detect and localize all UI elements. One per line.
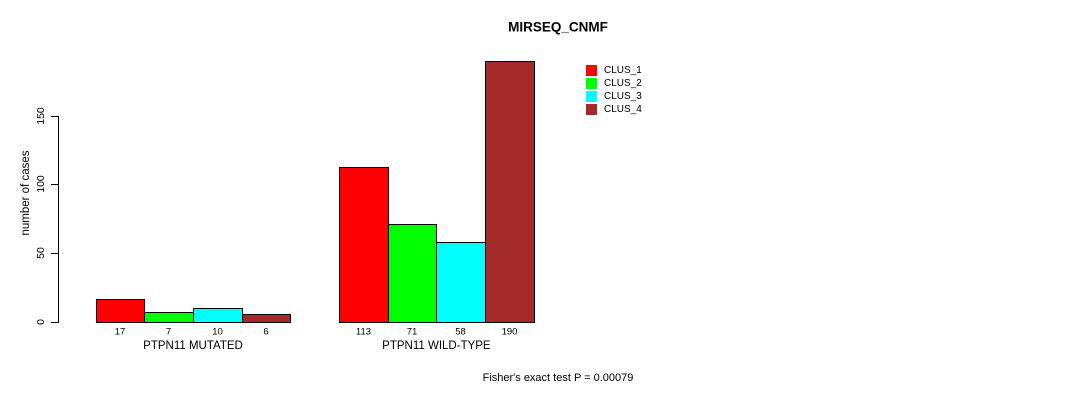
y-tick-label: 50 (35, 247, 47, 259)
bar-clus_2 (144, 312, 194, 323)
bar-clus_1 (339, 167, 389, 323)
bar-value-label: 6 (263, 326, 269, 337)
legend-swatch-icon (586, 91, 597, 102)
legend-item: CLUS_4 (586, 103, 642, 116)
legend: CLUS_1 CLUS_2 CLUS_3 CLUS_4 (586, 64, 642, 116)
legend-label: CLUS_2 (604, 78, 642, 89)
y-tick-mark (51, 184, 58, 185)
y-axis-line (58, 116, 59, 323)
y-axis-title: number of cases (20, 150, 32, 236)
y-tick-mark (51, 322, 58, 323)
bar-value-label: 10 (212, 326, 223, 337)
bar-clus_3 (436, 242, 486, 323)
legend-swatch-icon (586, 65, 597, 76)
bar-clus_2 (388, 224, 437, 323)
legend-item: CLUS_2 (586, 77, 642, 90)
bar-value-label: 58 (455, 326, 466, 337)
y-tick-mark (51, 253, 58, 254)
legend-label: CLUS_4 (604, 104, 642, 115)
y-tick-mark (51, 116, 58, 117)
bar-value-label: 7 (165, 326, 172, 337)
y-tick-label: 100 (35, 175, 47, 193)
y-tick-label: 150 (35, 107, 47, 125)
bar-clus_1 (96, 299, 145, 323)
bar-value-label: 71 (406, 326, 418, 337)
legend-swatch-icon (586, 104, 597, 115)
bar-clus_4 (242, 314, 291, 323)
annotation-text: Fisher's exact test P = 0.00079 (482, 372, 634, 384)
legend-label: CLUS_3 (604, 91, 642, 102)
bar-clus_4 (485, 61, 535, 323)
bar-clus_3 (193, 308, 243, 323)
legend-swatch-icon (586, 78, 597, 89)
x-category-label: PTPN11 MUTATED (143, 339, 243, 352)
legend-item: CLUS_1 (586, 64, 642, 77)
x-category-label: PTPN11 WILD-TYPE (382, 339, 491, 352)
y-tick-label: 0 (35, 319, 47, 325)
chart-title: MIRSEQ_CNMF (508, 19, 608, 35)
legend-label: CLUS_1 (604, 65, 642, 76)
bar-value-label: 113 (355, 326, 372, 337)
bar-value-label: 17 (114, 326, 126, 337)
legend-item: CLUS_3 (586, 90, 642, 103)
bar-value-label: 190 (501, 326, 518, 337)
